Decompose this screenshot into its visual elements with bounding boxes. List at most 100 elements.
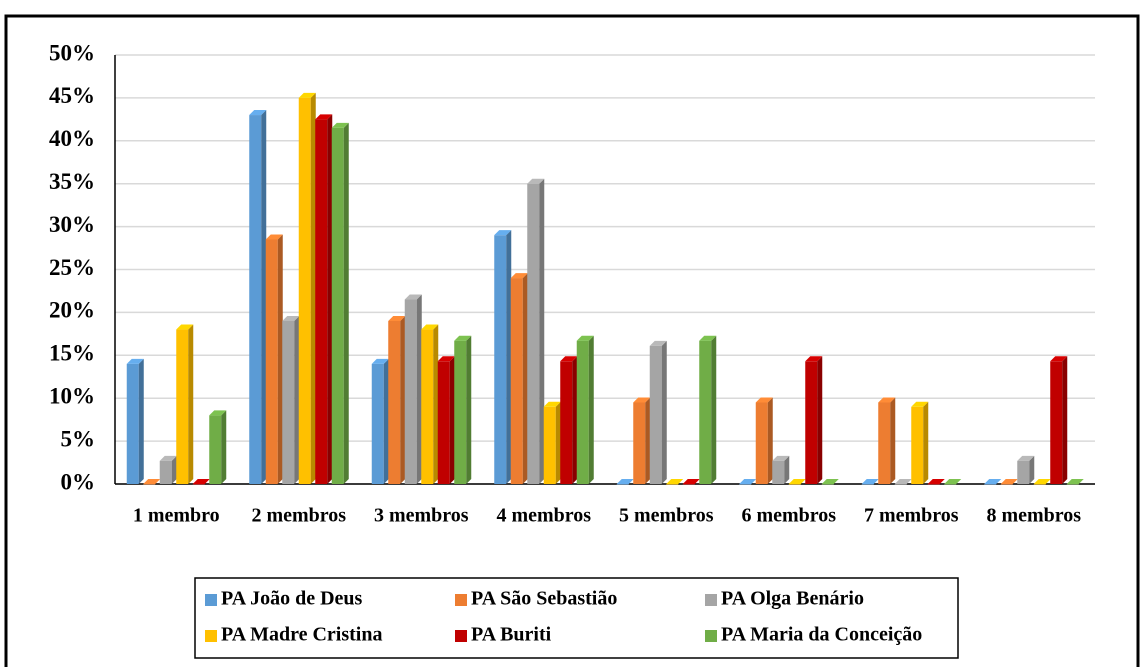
- bar: [404, 294, 422, 484]
- bar-front: [543, 406, 556, 484]
- chart-border: [4, 14, 1140, 667]
- bar-side: [221, 410, 227, 484]
- y-tick-label: 20%: [49, 298, 95, 323]
- bar-side: [572, 356, 578, 484]
- bar-front: [1066, 484, 1079, 485]
- bar-top: [371, 358, 389, 364]
- bar-side: [343, 122, 349, 485]
- bar-top: [878, 397, 896, 403]
- bar-side: [767, 397, 773, 484]
- bar: [560, 356, 578, 484]
- bar-front: [805, 361, 818, 484]
- legend-swatch: [705, 630, 717, 642]
- bar-front: [666, 484, 679, 485]
- bar-top: [126, 358, 144, 364]
- bar: [576, 335, 594, 484]
- bar: [616, 479, 634, 485]
- bar: [739, 479, 757, 485]
- bar: [984, 479, 1002, 485]
- bar-top: [861, 479, 879, 484]
- bar: [805, 356, 823, 484]
- bar-top: [209, 410, 227, 416]
- legend-label: PA Madre Cristina: [221, 624, 382, 646]
- bar-top: [699, 335, 717, 341]
- bar: [666, 479, 684, 485]
- bar: [527, 178, 545, 484]
- bar: [1033, 479, 1051, 485]
- bar-front: [649, 345, 662, 484]
- bar-front: [1017, 460, 1030, 484]
- x-tick-label: 2 membros: [251, 505, 346, 527]
- bar: [454, 335, 472, 484]
- y-tick-label: 45%: [49, 83, 95, 108]
- bar-top: [739, 479, 757, 484]
- bar-side: [890, 397, 896, 484]
- bar: [1000, 479, 1018, 485]
- bar-top: [984, 479, 1002, 484]
- bar-side: [171, 455, 177, 484]
- legend-swatch: [205, 630, 217, 642]
- bar-front: [265, 239, 278, 484]
- bar-front: [282, 320, 295, 484]
- bar-top: [543, 401, 561, 407]
- bar-top: [911, 401, 929, 407]
- x-tick-label: 4 membros: [496, 505, 591, 527]
- bar: [421, 324, 439, 484]
- bar-top: [176, 324, 194, 330]
- bar-side: [433, 324, 439, 484]
- bar: [494, 230, 512, 484]
- bar: [878, 397, 896, 484]
- bar-front: [821, 484, 834, 485]
- bar-top: [143, 479, 161, 484]
- bar: [371, 358, 389, 484]
- bar: [788, 479, 806, 485]
- bar-top: [755, 397, 773, 403]
- bar: [911, 401, 929, 484]
- bar-top: [331, 122, 349, 128]
- bar-front: [437, 361, 450, 484]
- bar-top: [527, 178, 545, 184]
- bar: [298, 92, 316, 485]
- bar-side: [138, 358, 144, 484]
- x-tick-label: 6 membros: [741, 505, 836, 527]
- bar: [772, 455, 790, 484]
- bar-front: [176, 329, 189, 484]
- bar: [927, 479, 945, 485]
- bar-front: [984, 484, 997, 485]
- bar-front: [371, 363, 384, 484]
- bar-side: [449, 356, 455, 484]
- bar-side: [645, 397, 651, 484]
- bar-side: [923, 401, 929, 484]
- bar: [331, 122, 349, 485]
- bar: [755, 397, 773, 484]
- bar-top: [772, 455, 790, 461]
- bar-front: [1033, 484, 1046, 485]
- bar-side: [383, 358, 389, 484]
- bar-top: [633, 397, 651, 403]
- bar-front: [633, 402, 646, 484]
- bar-top: [682, 479, 700, 484]
- bar: [209, 410, 227, 484]
- bar: [1017, 455, 1035, 484]
- bar-side: [310, 92, 316, 485]
- bar-top: [576, 335, 594, 341]
- bar-front: [209, 415, 222, 484]
- bar-side: [506, 230, 512, 484]
- bar-front: [944, 484, 957, 485]
- bar-top: [944, 479, 962, 484]
- bar-top: [249, 110, 267, 116]
- bar-side: [261, 110, 267, 484]
- y-tick-label: 25%: [49, 255, 95, 280]
- bar: [282, 315, 300, 484]
- bar-front: [249, 115, 262, 484]
- bar-top: [494, 230, 512, 236]
- bar-front: [560, 361, 573, 484]
- bar-front: [494, 235, 507, 484]
- bar-front: [772, 460, 785, 484]
- legend-label: PA São Sebastião: [471, 588, 617, 610]
- bar-front: [576, 340, 589, 484]
- bar-top: [649, 340, 667, 346]
- bar-top: [1050, 356, 1068, 362]
- bar-top: [927, 479, 945, 484]
